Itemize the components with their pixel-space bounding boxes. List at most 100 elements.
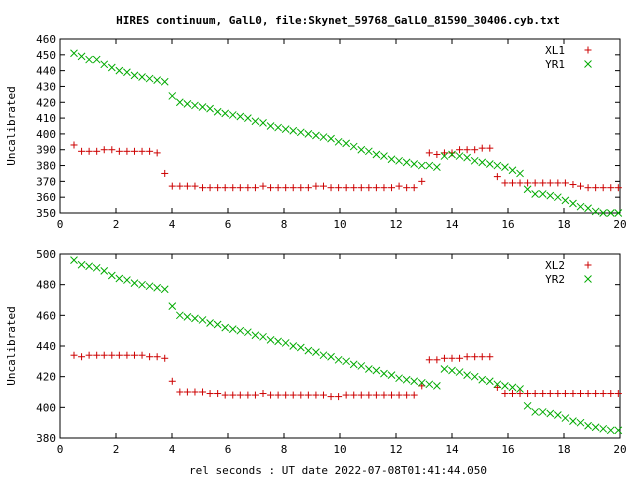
data-point — [229, 391, 237, 399]
data-point — [478, 353, 486, 361]
legend-label: YR2 — [545, 273, 565, 286]
legend-label: XL1 — [545, 44, 565, 57]
data-point — [470, 156, 479, 165]
data-point — [168, 92, 177, 100]
data-point — [410, 391, 418, 399]
data-point — [123, 351, 131, 359]
data-point — [191, 388, 199, 396]
data-point — [107, 271, 116, 280]
data-point — [138, 351, 146, 359]
data-point — [456, 146, 464, 154]
data-point — [229, 184, 237, 192]
data-point — [93, 351, 101, 359]
data-point — [85, 262, 93, 271]
data-point — [251, 391, 259, 399]
data-point — [501, 179, 509, 187]
x-tick-label: 10 — [333, 443, 346, 456]
data-point — [236, 112, 245, 121]
data-point — [599, 209, 608, 217]
data-point — [100, 351, 108, 359]
data-point — [334, 355, 343, 364]
data-point — [244, 328, 252, 337]
data-point — [357, 184, 365, 192]
data-point — [471, 146, 479, 154]
data-point — [175, 311, 184, 320]
data-point — [417, 378, 426, 387]
data-point — [463, 353, 471, 361]
data-point — [221, 109, 230, 118]
data-point — [561, 414, 570, 422]
data-point — [168, 182, 176, 190]
data-point — [115, 351, 123, 359]
data-point — [478, 144, 486, 152]
data-point — [606, 209, 615, 217]
data-point — [107, 63, 116, 72]
data-point — [349, 360, 358, 369]
data-point — [395, 374, 403, 383]
data-point — [470, 372, 479, 381]
y-tick-label: 440 — [36, 65, 56, 78]
data-point — [455, 368, 464, 376]
data-point — [538, 190, 547, 198]
data-point — [191, 182, 199, 190]
y-tick-label: 410 — [36, 112, 56, 125]
data-point — [607, 390, 615, 398]
data-point — [191, 101, 199, 110]
data-point — [115, 147, 123, 155]
data-point — [123, 68, 131, 77]
y-tick-label: 430 — [36, 80, 56, 93]
data-point — [410, 184, 418, 192]
x-tick-label: 4 — [169, 443, 176, 456]
data-point — [206, 390, 214, 398]
data-point — [380, 369, 388, 378]
x-tick-label: 8 — [281, 218, 288, 231]
data-point — [448, 354, 456, 362]
data-point — [561, 196, 570, 205]
data-point — [176, 182, 184, 190]
data-point — [584, 204, 592, 213]
data-point — [327, 352, 335, 361]
data-point — [357, 391, 365, 399]
data-point — [569, 417, 577, 425]
data-point — [289, 342, 298, 350]
data-point — [493, 383, 501, 391]
data-point — [569, 390, 577, 398]
legend-marker — [584, 46, 592, 54]
data-point — [342, 391, 350, 399]
data-point — [160, 77, 169, 86]
data-point — [214, 390, 222, 398]
data-point — [365, 184, 373, 192]
data-point — [145, 282, 154, 291]
data-point — [123, 276, 131, 284]
x-tick-label: 14 — [445, 218, 459, 231]
data-point — [425, 380, 434, 389]
data-point — [183, 182, 191, 190]
chart-panel-1: 0 2 4 6 8 10 12 14 16 18 20 350 360 370 380 390 400 410 42… — [5, 33, 627, 231]
legend-marker — [584, 60, 592, 68]
data-point — [251, 184, 259, 192]
data-point — [130, 351, 138, 359]
data-point — [138, 280, 146, 289]
data-point — [508, 390, 516, 398]
data-point — [440, 152, 449, 160]
data-point — [569, 199, 577, 208]
data-point — [176, 388, 184, 396]
data-point — [417, 161, 426, 170]
data-point — [350, 391, 358, 399]
data-point — [198, 103, 207, 111]
data-point — [244, 114, 252, 122]
data-point — [569, 181, 577, 189]
data-point — [425, 356, 433, 364]
y-tick-label: 440 — [36, 340, 56, 353]
data-point — [221, 391, 229, 399]
data-point — [78, 353, 86, 361]
data-point — [78, 147, 86, 155]
data-point — [516, 169, 524, 178]
data-point — [523, 185, 532, 194]
data-point — [448, 366, 456, 375]
data-point — [433, 356, 441, 364]
data-point — [403, 184, 411, 192]
x-tick-label: 20 — [613, 218, 626, 231]
data-point — [206, 104, 214, 113]
data-point — [418, 177, 426, 185]
